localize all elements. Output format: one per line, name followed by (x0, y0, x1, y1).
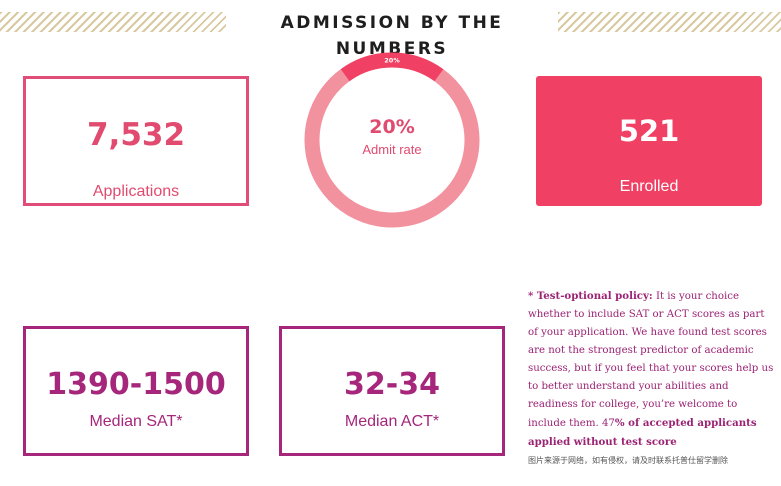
sat-label: Median SAT* (89, 413, 183, 430)
header-hatch-left (0, 12, 226, 32)
applications-value: 7,532 (86, 117, 186, 153)
act-label: Median ACT* (344, 413, 440, 430)
enrolled-label: Enrolled (619, 178, 679, 195)
enrolled-card: 521 Enrolled (536, 76, 762, 206)
donut-slice-not-admitted (304, 52, 480, 228)
admit-rate-donut: 20% (304, 52, 480, 228)
admit-rate-value: 20% (369, 116, 415, 138)
sat-card: 1390-1500 Median SAT* (23, 326, 249, 456)
applications-label: Applications (92, 183, 180, 200)
sat-value: 1390-1500 (46, 367, 226, 402)
page-title: ADMISSION BY THE NUMBERS (280, 13, 504, 59)
watermark-text: 图片来源于网络，如有侵权，请及时联系托普仕留学删除 (528, 456, 728, 465)
donut-slice-admitted (304, 52, 480, 228)
act-card: 32-34 Median ACT* (279, 326, 505, 456)
act-value: 32-34 (344, 367, 440, 402)
donut-slice-label: 20% (384, 57, 400, 65)
test-optional-note: * Test-optional policy: It is your choic… (528, 287, 776, 470)
note-body: It is your choice whether to include SAT… (528, 291, 774, 429)
applications-card: 7,532 Applications (23, 76, 249, 206)
note-lead: * Test-optional policy: (528, 290, 653, 302)
admit-rate-label: Admit rate (362, 142, 422, 157)
note-emphasis: % of accepted applicants applied without… (528, 417, 757, 448)
header-hatch-right (558, 12, 781, 32)
enrolled-value: 521 (618, 114, 680, 148)
